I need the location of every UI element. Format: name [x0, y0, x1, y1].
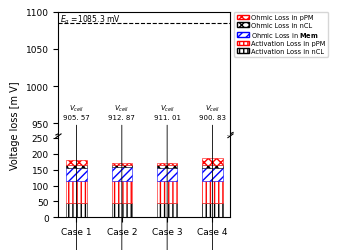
Bar	[202, 159, 223, 166]
Bar	[157, 166, 178, 168]
Bar	[66, 168, 87, 182]
Bar	[66, 166, 87, 168]
Bar	[111, 164, 132, 166]
Text: $V_{cell}$
911. 01: $V_{cell}$ 911. 01	[154, 103, 181, 250]
Bar	[157, 203, 178, 218]
Bar	[111, 203, 132, 218]
Bar	[157, 168, 178, 182]
Bar	[111, 182, 132, 203]
Text: $E_g$ =1085.3 mV: $E_g$ =1085.3 mV	[60, 14, 121, 28]
Text: $V_{cell}$
912. 87: $V_{cell}$ 912. 87	[108, 103, 135, 250]
Bar	[66, 182, 87, 203]
Bar	[66, 203, 87, 218]
Text: Voltage loss [m V]: Voltage loss [m V]	[10, 81, 20, 169]
Bar	[111, 167, 132, 182]
Bar	[202, 203, 223, 218]
Bar	[202, 166, 223, 168]
Text: $V_{cell}$
900. 83: $V_{cell}$ 900. 83	[199, 103, 226, 250]
Legend: Ohmic Loss in pPM, Ohmic Loss in nCL, Ohmic Loss in $\bf{Mem}$, Activation Loss : Ohmic Loss in pPM, Ohmic Loss in nCL, Oh…	[234, 12, 328, 57]
Bar	[157, 182, 178, 203]
Bar	[111, 166, 132, 167]
Bar	[66, 160, 87, 166]
Bar	[157, 164, 178, 166]
Text: $V_{cell}$
905. 57: $V_{cell}$ 905. 57	[63, 103, 90, 250]
Bar	[202, 182, 223, 203]
Bar	[202, 168, 223, 182]
